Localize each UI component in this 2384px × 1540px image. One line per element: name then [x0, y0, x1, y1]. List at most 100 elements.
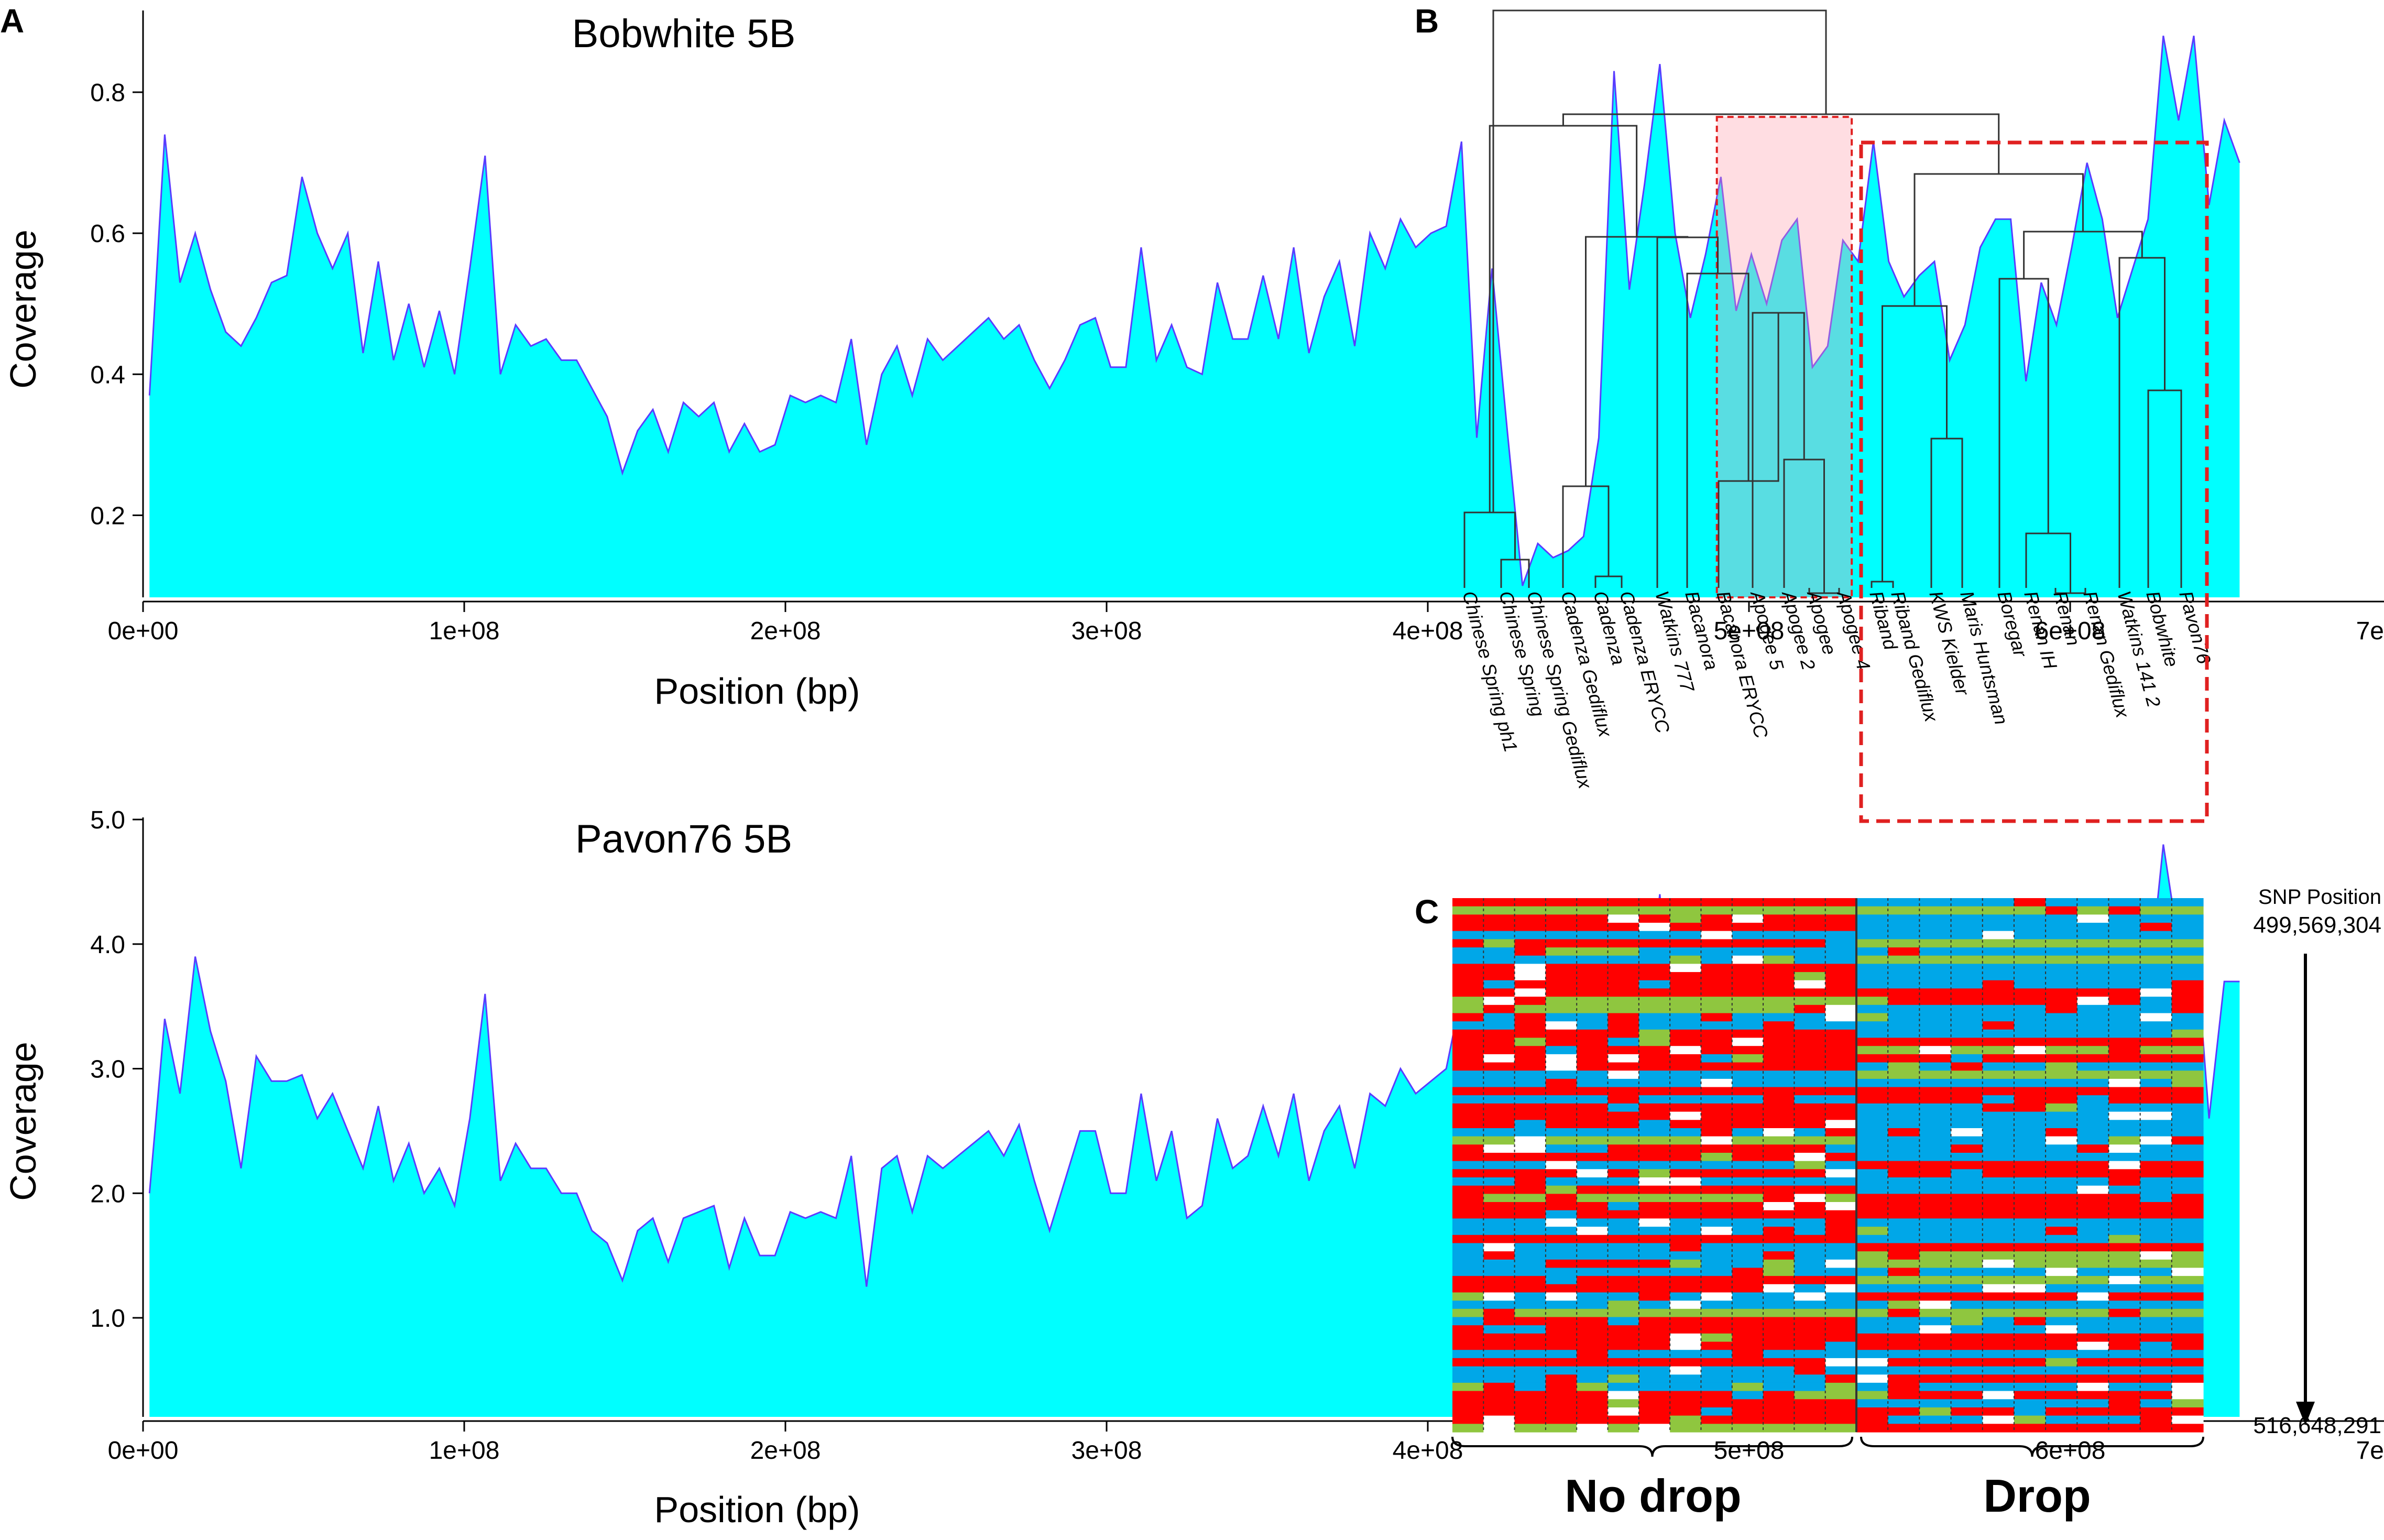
heatmap-cell: [1545, 1202, 1577, 1211]
heatmap-cell: [1982, 1325, 2015, 1334]
heatmap-cell: [1514, 1243, 1546, 1252]
heatmap-cell: [1856, 1128, 1888, 1137]
heatmap-cell: [1919, 1071, 1952, 1079]
heatmap-cell: [1701, 1218, 1733, 1227]
heatmap-cell: [2108, 1341, 2141, 1350]
heatmap-cell: [2108, 1407, 2141, 1416]
heatmap-cell: [1825, 1095, 1857, 1104]
heatmap-cell: [1514, 955, 1546, 964]
heatmap-cell: [2014, 906, 2046, 915]
heatmap-cell: [2140, 1374, 2172, 1383]
heatmap-cell: [1514, 1046, 1546, 1055]
heatmap-cell: [2077, 1382, 2109, 1392]
heatmap-cell: [1577, 1268, 1609, 1276]
heatmap-cell: [1701, 1358, 1733, 1367]
heatmap-cell: [1951, 1210, 1983, 1219]
heatmap-cell: [1483, 1013, 1515, 1022]
heatmap-cell: [1483, 988, 1515, 997]
heatmap-cell: [2077, 914, 2109, 923]
heatmap-cell: [1638, 1071, 1670, 1079]
heatmap-cell: [1919, 1144, 1952, 1153]
heatmap-cell: [2077, 1350, 2109, 1359]
heatmap-cell: [1452, 1202, 1484, 1211]
heatmap-cell: [1951, 1004, 1983, 1014]
heatmap-cell: [1982, 1004, 2015, 1014]
heatmap-cell: [1763, 1078, 1795, 1088]
heatmap-cell: [2046, 955, 2077, 964]
heatmap-cell: [1919, 980, 1952, 989]
heatmap-cell: [2046, 988, 2077, 997]
heatmap-cell: [1577, 1399, 1609, 1408]
heatmap-cell: [1919, 1366, 1952, 1375]
heatmap-cell: [1919, 997, 1952, 1006]
heatmap-cell: [2171, 955, 2204, 964]
heatmap-cell: [1701, 1120, 1733, 1129]
heatmap-cell: [1794, 1227, 1826, 1236]
heatmap-cell: [1732, 1161, 1764, 1170]
heatmap-cell: [1982, 1276, 2015, 1285]
heatmap-cell: [1951, 906, 1983, 915]
heatmap-cell: [2171, 923, 2204, 932]
heatmap-cell: [1514, 939, 1546, 948]
heatmap-cell: [1670, 1276, 1702, 1285]
heatmap-cell: [1888, 972, 1920, 981]
heatmap-cell: [1670, 914, 1702, 923]
heatmap-cell: [1919, 914, 1952, 923]
heatmap-cell: [1638, 939, 1670, 948]
heatmap-cell: [2014, 972, 2046, 981]
heatmap-cell: [1701, 1103, 1733, 1112]
heatmap-cell: [1794, 1071, 1826, 1079]
heatmap-cell: [1638, 1169, 1670, 1178]
heatmap-cell: [1856, 1399, 1888, 1408]
heatmap-cell: [1763, 1243, 1795, 1252]
heatmap-cell: [1638, 1144, 1670, 1153]
heatmap-cell: [1982, 1350, 2015, 1359]
heatmap-cell: [2171, 1251, 2204, 1260]
heatmap-cell: [2014, 1276, 2046, 1285]
heatmap-cell: [2140, 1399, 2172, 1408]
heatmap-cell: [1919, 1169, 1952, 1178]
heatmap-cell: [1701, 1333, 1733, 1342]
heatmap-cell: [1982, 923, 2015, 932]
heatmap-cell: [1514, 1382, 1546, 1392]
heatmap-cell: [2108, 1037, 2141, 1046]
heatmap-cell: [1577, 1013, 1609, 1022]
heatmap-cell: [1794, 1111, 1826, 1120]
heatmap-cell: [1607, 1071, 1639, 1079]
heatmap-cell: [1888, 1407, 1920, 1416]
heatmap-cell: [1763, 939, 1795, 948]
heatmap-cell: [1638, 955, 1670, 964]
heatmap-cell: [1856, 972, 1888, 981]
heatmap-cell: [1514, 1054, 1546, 1063]
heatmap-cell: [1856, 1161, 1888, 1170]
heatmap-cell: [1483, 1374, 1515, 1383]
heatmap-cell: [1763, 906, 1795, 915]
heatmap-cell: [1607, 1268, 1639, 1276]
heatmap-cell: [2077, 1177, 2109, 1186]
heatmap-cell: [1732, 1227, 1764, 1236]
heatmap-cell: [1732, 1333, 1764, 1342]
heatmap-cell: [2140, 1177, 2172, 1186]
heatmap-cell: [1763, 1021, 1795, 1030]
heatmap-cell: [1452, 1251, 1484, 1260]
heatmap-cell: [1732, 1062, 1764, 1071]
heatmap-cell: [2171, 1259, 2204, 1269]
heatmap-cell: [1763, 1169, 1795, 1178]
heatmap-cell: [1732, 947, 1764, 956]
heatmap-cell: [2140, 980, 2172, 989]
heatmap-cell: [1856, 931, 1888, 940]
heatmap-cell: [1856, 1301, 1888, 1309]
heatmap-cell: [1982, 1037, 2015, 1046]
heatmap-cell: [1888, 1292, 1920, 1301]
coverage-line: [148, 36, 2240, 586]
heatmap-cell: [1483, 1268, 1515, 1276]
heatmap-cell: [1701, 1415, 1733, 1424]
heatmap-cell: [1856, 1087, 1888, 1096]
heatmap-cell: [2140, 1301, 2172, 1309]
heatmap-cell: [1638, 1120, 1670, 1129]
heatmap-cell: [1483, 1087, 1515, 1096]
heatmap-cell: [2140, 1037, 2172, 1046]
heatmap-cell: [2046, 1350, 2077, 1359]
heatmap-cell: [1607, 1292, 1639, 1301]
heatmap-cell: [2108, 1004, 2141, 1014]
